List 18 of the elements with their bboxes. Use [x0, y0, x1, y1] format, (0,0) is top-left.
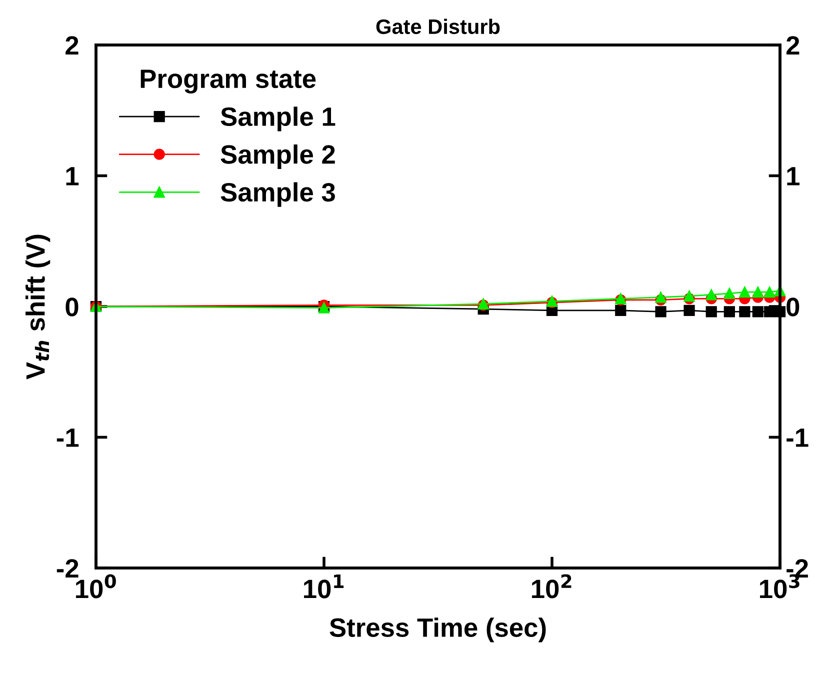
x-tick-label: 10$^{2}$	[532, 574, 572, 598]
y2-tick-label: 2	[786, 36, 800, 55]
y-tick-label: 1	[66, 167, 79, 186]
legend-label: Sample 2	[220, 144, 335, 170]
x-axis-title: Stress Time (sec)	[330, 618, 546, 642]
y-tick-label: -2	[56, 559, 78, 578]
y2-tick-label: -1	[786, 428, 808, 447]
legend-label: Sample 3	[220, 182, 335, 207]
y-tick-label: -1	[56, 428, 79, 447]
legend-label: Sample 1	[220, 106, 336, 132]
chart-title: Gate Disturb	[376, 18, 500, 34]
y-tick-label: 2	[66, 36, 78, 55]
y-axis-title: V$_{th}$ shift (V)	[26, 234, 50, 380]
y2-tick-label: 1	[787, 167, 800, 186]
y2-tick-label: 0	[786, 298, 800, 316]
y-tick-label: 0	[66, 298, 78, 316]
x-tick-label: 10$^{1}$	[304, 574, 344, 598]
legend-title: Program state	[140, 70, 316, 94]
